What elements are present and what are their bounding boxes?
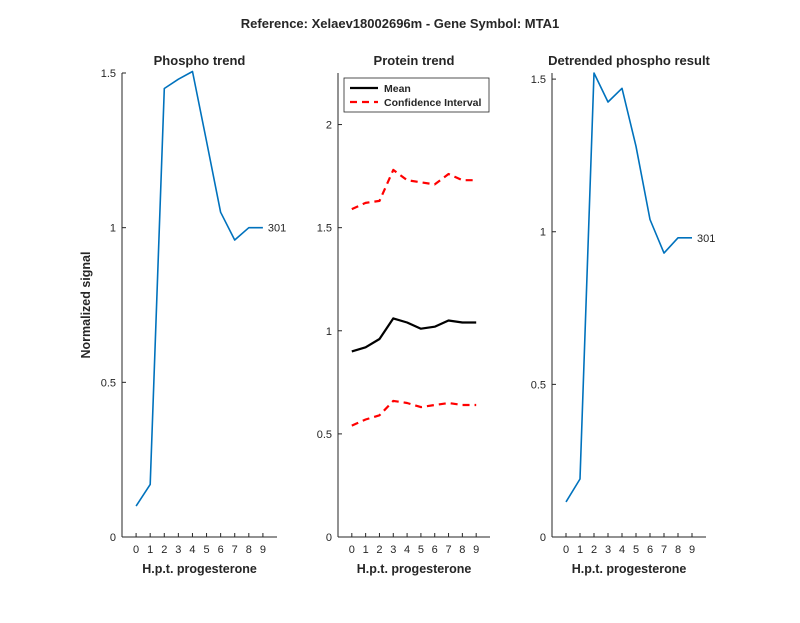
x-tick-label: 1 [147, 544, 153, 556]
subplot-title: Detrended phospho result [548, 53, 710, 68]
x-tick-label: 3 [175, 544, 181, 556]
legend-entry: Confidence Interval [384, 97, 482, 109]
x-tick-label: 1 [577, 544, 583, 556]
x-tick-label: 5 [203, 544, 209, 556]
series-line-1 [351, 317, 477, 353]
series-end-label: 301 [697, 233, 715, 245]
x-tick-label: 7 [445, 544, 451, 556]
legend: Mean Confidence Interval [343, 77, 490, 113]
legend-box [343, 77, 490, 113]
y-tick-label: 1 [110, 223, 116, 235]
x-tick-label: 3 [605, 544, 611, 556]
x-tick-label: 9 [473, 544, 479, 556]
x-axis-label: H.p.t. progesterone [142, 562, 257, 576]
x-tick-label: 5 [633, 544, 639, 556]
x-tick-label: 6 [432, 544, 438, 556]
x-tick-label: 2 [376, 544, 382, 556]
x-tick-label: 8 [459, 544, 465, 556]
x-tick-label: 6 [218, 544, 224, 556]
figure-suptitle: Reference: Xelaev18002696m - Gene Symbol… [241, 16, 559, 31]
x-tick-label: 4 [619, 544, 625, 556]
x-tick-label: 0 [349, 544, 355, 556]
y-tick-label: 1.5 [101, 68, 116, 80]
x-tick-label: 4 [404, 544, 410, 556]
series-line-1 [565, 72, 692, 503]
y-tick-label: 0 [540, 532, 546, 544]
y-axis-label: Normalized signal [79, 252, 93, 359]
x-tick-label: 4 [189, 544, 195, 556]
y-tick-label: 0.5 [317, 429, 332, 441]
x-axis-label: H.p.t. progesterone [357, 562, 472, 576]
x-tick-label: 7 [232, 544, 238, 556]
x-tick-label: 5 [418, 544, 424, 556]
series-line-2 [351, 168, 477, 211]
x-tick-label: 7 [661, 544, 667, 556]
y-tick-label: 1 [540, 227, 546, 239]
x-tick-label: 8 [675, 544, 681, 556]
subplot-title: Protein trend [374, 53, 455, 68]
x-axis-label: H.p.t. progesterone [572, 562, 687, 576]
x-tick-label: 9 [689, 544, 695, 556]
x-tick-label: 8 [246, 544, 252, 556]
y-tick-label: 0.5 [531, 379, 546, 391]
y-tick-label: 1.5 [531, 74, 546, 86]
y-tick-label: 2 [326, 120, 332, 132]
y-tick-label: 0 [110, 532, 116, 544]
subplot-title: Phospho trend [154, 53, 246, 68]
y-tick-label: 0 [326, 532, 332, 544]
y-tick-label: 1.5 [317, 223, 332, 235]
x-tick-label: 3 [390, 544, 396, 556]
x-tick-label: 2 [161, 544, 167, 556]
x-tick-label: 2 [591, 544, 597, 556]
x-tick-label: 1 [363, 544, 369, 556]
series-line-1 [135, 70, 263, 507]
legend-entry: Mean [384, 83, 411, 95]
series-line-3 [351, 399, 477, 427]
x-tick-label: 9 [260, 544, 266, 556]
x-tick-label: 0 [563, 544, 569, 556]
x-tick-label: 0 [133, 544, 139, 556]
series-end-label: 301 [268, 223, 286, 235]
x-tick-label: 6 [647, 544, 653, 556]
y-tick-label: 0.5 [101, 377, 116, 389]
y-tick-label: 1 [326, 326, 332, 338]
